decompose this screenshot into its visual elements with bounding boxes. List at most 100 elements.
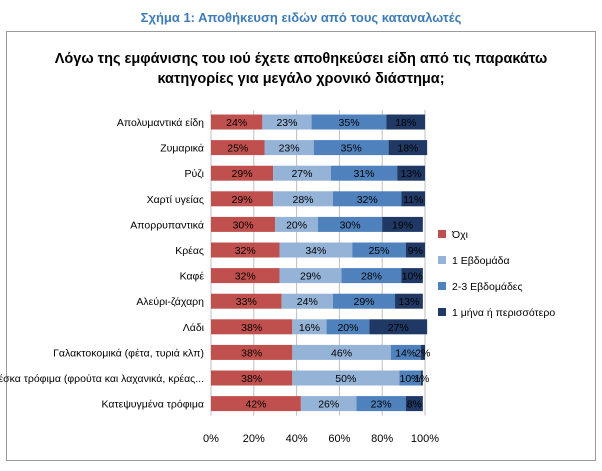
bar-segment bbox=[332, 293, 396, 309]
bar-segment bbox=[279, 268, 342, 284]
x-axis-ticks: 0% 20% 40% 60% 80% 100% bbox=[203, 433, 439, 445]
legend-label: 1 μήνα ή περισσότερο bbox=[452, 307, 555, 319]
x-tick-label: 20% bbox=[243, 433, 265, 445]
x-tick-label: 40% bbox=[286, 433, 308, 445]
data-label: 19% bbox=[392, 219, 413, 231]
legend-label: Όχι bbox=[451, 229, 469, 241]
data-label: 29% bbox=[232, 168, 253, 180]
bar-segment bbox=[279, 242, 353, 258]
bar-segment bbox=[420, 344, 425, 360]
bar-segment bbox=[211, 114, 263, 130]
bar-segment bbox=[405, 242, 425, 258]
category-label: Απορρυπαντικά bbox=[130, 219, 204, 231]
data-label: 23% bbox=[371, 399, 392, 411]
bar-segment bbox=[300, 396, 357, 412]
bar-segment bbox=[401, 191, 425, 207]
x-tick-label: 100% bbox=[411, 433, 439, 445]
bar-segment bbox=[211, 293, 282, 309]
bar-segment bbox=[397, 165, 425, 181]
bar-segment bbox=[318, 216, 383, 232]
bars: 24% 23% 35% 18% 25% 23% 35% 18% 29% 27% 31% 13% 29% 2… bbox=[211, 114, 430, 412]
data-label: 35% bbox=[339, 117, 360, 129]
data-label: 32% bbox=[235, 271, 256, 283]
bar-segment bbox=[313, 140, 389, 156]
data-label: 38% bbox=[241, 322, 262, 334]
legend-label: 2-3 Εβδομάδες bbox=[452, 281, 523, 293]
data-label: 16% bbox=[299, 322, 320, 334]
category-label: Φρέσκα τρόφιμα (φρούτα και λαχανικά, κρέ… bbox=[0, 373, 204, 385]
x-tick-label: 0% bbox=[203, 433, 219, 445]
x-tick-label: 80% bbox=[371, 433, 393, 445]
data-label: 25% bbox=[227, 143, 248, 155]
bar-segment bbox=[341, 268, 402, 284]
data-label: 38% bbox=[241, 347, 262, 359]
data-label: 10% bbox=[402, 271, 423, 283]
bar-segment bbox=[211, 268, 280, 284]
legend-swatch bbox=[438, 256, 446, 264]
category-label: Κρέας bbox=[175, 245, 204, 257]
data-label: 24% bbox=[226, 117, 247, 129]
legend-swatch bbox=[438, 230, 446, 238]
data-label: 10% bbox=[400, 373, 421, 385]
data-label: 38% bbox=[241, 373, 262, 385]
figure-caption: Σχήμα 1: Αποθήκευση ειδών από τους καταν… bbox=[140, 10, 462, 25]
bar-segment bbox=[352, 242, 406, 258]
data-label: 29% bbox=[300, 271, 321, 283]
data-label: 11% bbox=[403, 194, 423, 206]
category-label: Λάδι bbox=[183, 322, 205, 334]
bar-segment bbox=[326, 319, 370, 335]
data-label: 32% bbox=[357, 194, 378, 206]
data-label: 50% bbox=[335, 373, 356, 385]
bar-segment bbox=[262, 114, 312, 130]
bar-segment bbox=[211, 140, 265, 156]
data-label: 18% bbox=[395, 117, 416, 129]
bar-segment bbox=[211, 370, 293, 386]
bar-segment bbox=[273, 165, 331, 181]
legend-swatch bbox=[438, 282, 446, 290]
category-label: Απολυμαντικά είδη bbox=[117, 117, 204, 129]
bar-segment bbox=[264, 140, 314, 156]
chart-title-line: κατηγορίες για μεγάλο χρονικό διάστημα; bbox=[157, 71, 444, 87]
data-label: 25% bbox=[368, 245, 389, 257]
data-label: 26% bbox=[318, 399, 339, 411]
chart-title-line: Λόγω της εμφάνισης του ιού έχετε αποθηκε… bbox=[55, 51, 547, 67]
bar-segment bbox=[211, 319, 293, 335]
data-label: 24% bbox=[297, 296, 318, 308]
category-label: Ρύζι bbox=[184, 168, 204, 180]
data-label: 18% bbox=[397, 143, 418, 155]
data-label: 30% bbox=[340, 219, 361, 231]
bar-segment bbox=[332, 191, 402, 207]
data-label: 20% bbox=[337, 322, 358, 334]
bar-segment bbox=[405, 396, 423, 412]
data-label: 8% bbox=[407, 399, 422, 411]
data-label: 29% bbox=[354, 296, 375, 308]
bar-segment bbox=[399, 370, 421, 386]
category-label: Καφέ bbox=[180, 271, 205, 283]
data-label: 30% bbox=[233, 219, 254, 231]
category-label: Χαρτί υγείας bbox=[147, 194, 204, 206]
bar-segment bbox=[311, 114, 387, 130]
data-label: 20% bbox=[286, 219, 307, 231]
bar-segment bbox=[275, 216, 318, 232]
bar-segment bbox=[420, 370, 423, 386]
legend-label: 1 Εβδομάδα bbox=[452, 255, 510, 267]
bar-segment bbox=[211, 396, 301, 412]
bar-segment bbox=[211, 165, 274, 181]
data-label: 13% bbox=[401, 168, 422, 180]
category-label: Γαλακτοκομικά (φέτα, τυριά κλπ) bbox=[53, 347, 204, 359]
bar-segment bbox=[386, 114, 425, 130]
data-label: 27% bbox=[291, 168, 312, 180]
data-label: 13% bbox=[398, 296, 419, 308]
bar-segment bbox=[211, 216, 276, 232]
chart-title: Λόγω της εμφάνισης του ιού έχετε αποθηκε… bbox=[55, 51, 547, 87]
data-label: 23% bbox=[276, 117, 297, 129]
category-label: Ζυμαρικά bbox=[160, 143, 204, 155]
bar-segment bbox=[388, 140, 428, 156]
category-label: Αλεύρι-ζάχαρη bbox=[136, 296, 204, 308]
data-label: 28% bbox=[293, 194, 314, 206]
bar-segment bbox=[390, 344, 421, 360]
bar-segment bbox=[211, 191, 274, 207]
category-labels: Απολυμαντικά είδη Ζυμαρικά Ρύζι Χαρτί υγεία… bbox=[0, 117, 205, 411]
data-label: 35% bbox=[341, 143, 362, 155]
